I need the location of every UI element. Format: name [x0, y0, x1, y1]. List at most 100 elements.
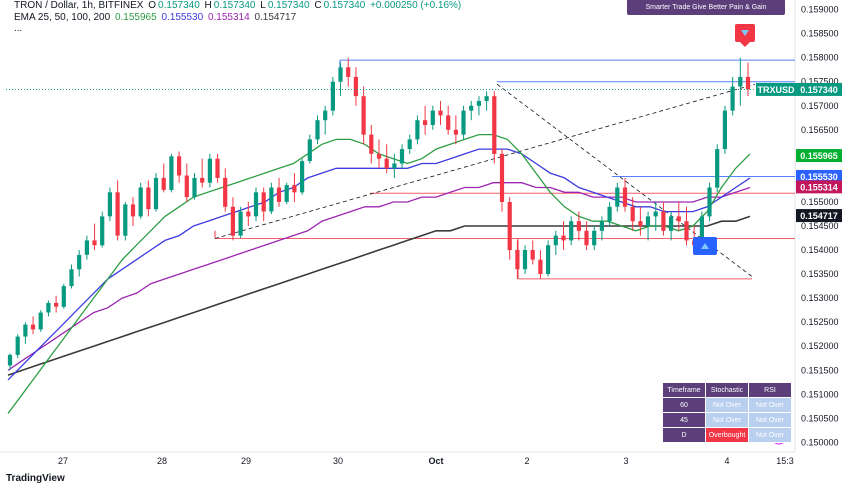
ema-legend[interactable]: EMA 25, 50, 100, 200 0.155965 0.155530 0…	[14, 12, 298, 23]
candle-body	[607, 206, 612, 222]
candle-body	[307, 139, 312, 161]
more-dots[interactable]: ...	[14, 23, 23, 34]
y-tick-label: 0.152500	[801, 317, 839, 327]
candle-body	[669, 216, 674, 231]
y-tick-label: 0.150500	[801, 413, 839, 423]
buy-arrow-icon	[701, 243, 709, 249]
candle-body	[738, 76, 743, 87]
candle-body	[522, 250, 528, 270]
x-tick-label: 28	[157, 456, 167, 466]
candle-body	[369, 134, 374, 154]
candle-body	[353, 76, 358, 97]
candle-body	[684, 221, 689, 241]
last-price-tag-bg	[796, 82, 842, 96]
table-row: 60 Not Over Not Over	[662, 397, 792, 413]
y-tick-label: 0.150000	[801, 437, 839, 447]
ema-price-tag-0: 0.155965	[800, 151, 838, 161]
candle-body	[84, 240, 89, 255]
tradingview-logo: TradingView	[6, 473, 65, 484]
y-tick-label: 0.153500	[801, 269, 839, 279]
candle-body	[661, 211, 666, 231]
candle-body	[146, 187, 151, 210]
ema-price-tag-3-bg	[796, 209, 842, 223]
y-tick-label: 0.151500	[801, 365, 839, 375]
candle-body	[184, 175, 189, 198]
candle-body	[507, 202, 512, 251]
candle-body	[515, 250, 520, 270]
candle-body	[292, 185, 297, 193]
ema-price-tag-1: 0.155530	[800, 172, 838, 182]
table-header-stochastic: Stochastic	[705, 382, 749, 398]
candle-body	[592, 230, 597, 246]
candle-body	[707, 187, 712, 217]
ema100-value: 0.155314	[207, 12, 250, 23]
ema25-value: 0.155965	[114, 12, 157, 23]
candle-body	[399, 149, 405, 164]
candle-body	[530, 250, 535, 260]
candle-body	[546, 245, 551, 275]
candle-body	[54, 302, 59, 307]
candle-body	[330, 81, 335, 111]
table-row: 45 Not Over Not Over	[662, 412, 792, 428]
candle-body	[476, 101, 481, 106]
candle-body	[599, 221, 604, 231]
y-tick-label: 0.154000	[801, 245, 839, 255]
candle-body	[238, 211, 243, 236]
last-price-tag: 0.157340	[800, 85, 838, 95]
table-header-timeframe: Timeframe	[662, 382, 706, 398]
candle-body	[446, 115, 451, 130]
candle-body	[561, 235, 566, 241]
ema-price-tag-1-bg	[796, 169, 842, 183]
candle-body	[438, 110, 443, 116]
candle-body	[722, 110, 727, 150]
candle-body	[645, 216, 651, 226]
candle-body	[130, 204, 136, 217]
candle-body	[576, 221, 581, 231]
candle-body	[261, 192, 266, 212]
x-tick-label: 30	[333, 456, 343, 466]
candle-body	[200, 177, 205, 183]
x-tick-label: 2	[524, 456, 529, 466]
ema200-value: 0.154717	[254, 12, 297, 23]
sell-pointer-icon	[740, 42, 750, 47]
x-tick-label: 3	[623, 456, 628, 466]
promo-banner: Smarter Trade Give Better Pain & Gain	[627, 0, 785, 15]
symbol-tag: TRXUSD	[757, 85, 795, 95]
x-tick-label: Oct	[428, 456, 443, 466]
candle-body	[246, 211, 251, 217]
candle-body	[38, 312, 43, 330]
candle-body	[23, 324, 28, 337]
candle-body	[223, 177, 228, 207]
candle-body	[553, 235, 558, 246]
close-value: 0.157340	[323, 0, 366, 11]
y-tick-label: 0.156500	[801, 125, 839, 135]
y-tick-label: 0.157000	[801, 101, 839, 111]
candle-body	[123, 204, 128, 236]
table-header-rsi: RSI	[748, 382, 792, 398]
candle-body	[169, 156, 174, 190]
x-tick-label: 15:3	[776, 456, 794, 466]
candle-body	[392, 163, 397, 169]
candle-body	[230, 206, 235, 236]
candle-body	[499, 153, 505, 202]
y-tick-label: 0.151000	[801, 389, 839, 399]
candle-body	[92, 240, 97, 246]
ema-price-tag-3: 0.154717	[800, 211, 838, 221]
candle-body	[346, 67, 351, 77]
candle-body	[77, 254, 82, 270]
candle-body	[269, 187, 274, 212]
candle-body	[69, 269, 74, 287]
y-tick-label: 0.158000	[801, 53, 839, 63]
candle-body	[407, 139, 412, 149]
ema200-line	[7, 215, 751, 376]
x-tick-label: 29	[241, 456, 251, 466]
candle-body	[361, 96, 366, 135]
candle-body	[469, 105, 474, 111]
candle-body	[384, 158, 389, 169]
candle-body	[215, 158, 220, 178]
symbol-line: TRON / Dollar, 1h, BITFINEX	[14, 0, 144, 11]
candle-body	[638, 221, 643, 226]
candle-body	[415, 120, 420, 140]
